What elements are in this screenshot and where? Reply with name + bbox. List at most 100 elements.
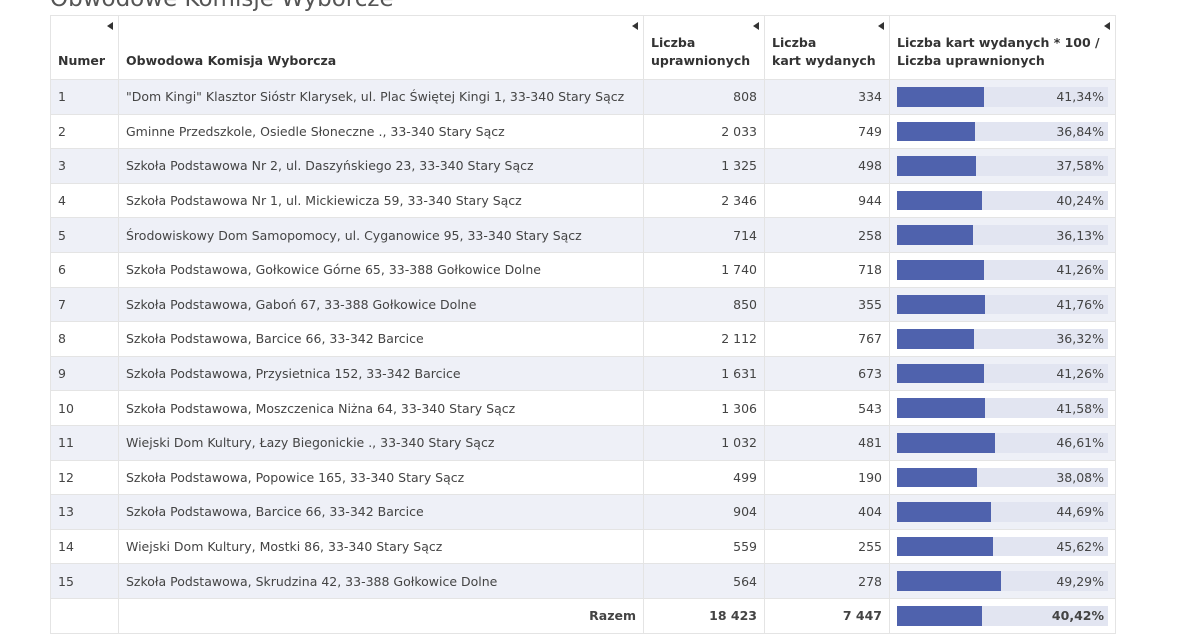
sort-arrow <box>632 22 638 30</box>
sort-arrow <box>107 22 113 30</box>
table-row: 11 Wiejski Dom Kultury, Łazy Biegonickie … <box>50 424 1116 461</box>
turnout-cell: 45,62% <box>889 528 1116 565</box>
turnout-bar <box>897 87 985 107</box>
eligible-count: 1 306 <box>643 390 765 426</box>
table-row: 15 Szkoła Podstawowa, Skrudzina 42, 33-38… <box>50 563 1116 599</box>
bar-track: 36,32% <box>897 329 1108 349</box>
bar-track: 37,58% <box>897 156 1108 176</box>
turnout-bar <box>897 190 982 211</box>
commission-name: "Dom Kingi" Klasztor Sióstr Klarysek, ul… <box>118 79 644 115</box>
turnout-label: 49,29% <box>1056 573 1104 589</box>
column-header[interactable]: Numer <box>50 15 119 80</box>
turnout-label: 41,34% <box>1056 89 1104 105</box>
issued-count: 749 <box>764 113 890 150</box>
turnout-cell: 36,13% <box>889 217 1116 253</box>
commission-name: Środowiskowy Dom Samopomocy, ul. Cyganow… <box>118 217 644 253</box>
table-row: 5 Środowiskowy Dom Samopomocy, ul. Cygano… <box>50 217 1116 253</box>
eligible-count: 808 <box>643 79 765 115</box>
table-row: 14 Wiejski Dom Kultury, Mostki 86, 33-340… <box>50 528 1116 565</box>
bar-track: 41,76% <box>897 294 1108 315</box>
turnout-bar <box>897 605 983 626</box>
issued-count: 258 <box>764 217 890 253</box>
turnout-cell: 46,61% <box>889 424 1116 461</box>
turnout-bar <box>897 329 974 349</box>
turnout-label: 46,61% <box>1056 435 1104 451</box>
turnout-cell: 41,26% <box>889 251 1116 288</box>
commission-name: Szkoła Podstawowa, Barcice 66, 33-342 Ba… <box>118 321 644 357</box>
turnout-cell: 41,34% <box>889 79 1116 115</box>
commission-name: Szkoła Podstawowa, Skrudzina 42, 33-388 … <box>118 563 644 599</box>
sort-arrow <box>878 22 884 30</box>
turnout-cell: 38,08% <box>889 459 1116 496</box>
table-body: 1 "Dom Kingi" Klasztor Sióstr Klarysek, u… <box>50 79 1116 634</box>
eligible-count: 2 112 <box>643 321 765 357</box>
bar-track: 44,69% <box>897 502 1108 522</box>
total-eligible: 18 423 <box>643 597 765 634</box>
total-label: Razem <box>118 597 644 634</box>
eligible-count: 559 <box>643 528 765 565</box>
total-row: Razem 18 423 7 447 40,42% <box>50 597 1116 634</box>
turnout-cell: 41,76% <box>889 286 1116 323</box>
turnout-cell: 41,26% <box>889 355 1116 392</box>
turnout-cell: 49,29% <box>889 563 1116 599</box>
commission-name: Wiejski Dom Kultury, Mostki 86, 33-340 S… <box>118 528 644 565</box>
table-row: 9 Szkoła Podstawowa, Przysietnica 152, 33… <box>50 355 1116 392</box>
issued-count: 944 <box>764 182 890 219</box>
column-header[interactable]: Obwodowa Komisja Wyborcza <box>118 15 644 80</box>
header-text: Liczba kart wydanych * 100 / Liczba upra… <box>897 35 1100 68</box>
row-number: 1 <box>50 79 119 115</box>
turnout-label: 38,08% <box>1056 469 1104 485</box>
turnout-label: 41,26% <box>1056 366 1104 382</box>
issued-count: 543 <box>764 390 890 426</box>
eligible-count: 1 325 <box>643 148 765 184</box>
turnout-label: 36,13% <box>1056 227 1104 243</box>
eligible-count: 499 <box>643 459 765 496</box>
turnout-label: 36,32% <box>1056 331 1104 347</box>
eligible-count: 850 <box>643 286 765 323</box>
commission-name: Szkoła Podstawowa, Moszczenica Niżna 64,… <box>118 390 644 426</box>
issued-count: 498 <box>764 148 890 184</box>
turnout-cell: 41,58% <box>889 390 1116 426</box>
turnout-cell: 37,58% <box>889 148 1116 184</box>
turnout-label: 45,62% <box>1056 539 1104 555</box>
row-number: 4 <box>50 182 119 219</box>
bar-track: 36,13% <box>897 225 1108 245</box>
turnout-cell: 40,42% <box>889 597 1116 634</box>
issued-count: 334 <box>764 79 890 115</box>
row-number: 7 <box>50 286 119 323</box>
empty-cell <box>50 597 119 634</box>
commission-name: Szkoła Podstawowa Nr 2, ul. Daszyńskiego… <box>118 148 644 184</box>
turnout-label: 36,84% <box>1056 123 1104 139</box>
turnout-bar <box>897 294 986 315</box>
row-number: 14 <box>50 528 119 565</box>
heading: Obwodowe Komisje Wyborcze <box>50 0 394 12</box>
eligible-count: 904 <box>643 494 765 530</box>
issued-count: 404 <box>764 494 890 530</box>
turnout-bar <box>897 156 977 176</box>
commission-name: Gminne Przedszkole, Osiedle Słoneczne .,… <box>118 113 644 150</box>
table-row: 4 Szkoła Podstawowa Nr 1, ul. Mickiewicza… <box>50 182 1116 219</box>
bar-track: 40,24% <box>897 190 1108 211</box>
issued-count: 255 <box>764 528 890 565</box>
row-number: 6 <box>50 251 119 288</box>
column-header[interactable]: Liczba uprawnionych <box>643 15 765 80</box>
row-number: 3 <box>50 148 119 184</box>
header-text: Liczba uprawnionych <box>651 35 751 68</box>
issued-count: 481 <box>764 424 890 461</box>
header-row: Numer Obwodowa Komisja Wyborcza Liczba upr… <box>50 15 1116 80</box>
turnout-bar <box>897 398 985 418</box>
turnout-bar <box>897 536 994 557</box>
eligible-count: 2 033 <box>643 113 765 150</box>
column-header[interactable]: Liczba kart wydanych * 100 / Liczba upra… <box>889 15 1116 80</box>
row-number: 15 <box>50 563 119 599</box>
turnout-label: 41,58% <box>1056 400 1104 416</box>
turnout-cell: 40,24% <box>889 182 1116 219</box>
turnout-bar <box>897 225 974 245</box>
issued-count: 190 <box>764 459 890 496</box>
column-header[interactable]: Liczba kart wydanych <box>764 15 890 80</box>
turnout-bar <box>897 121 975 142</box>
row-number: 11 <box>50 424 119 461</box>
bar-track: 46,61% <box>897 432 1108 453</box>
turnout-label: 40,42% <box>1051 608 1104 624</box>
